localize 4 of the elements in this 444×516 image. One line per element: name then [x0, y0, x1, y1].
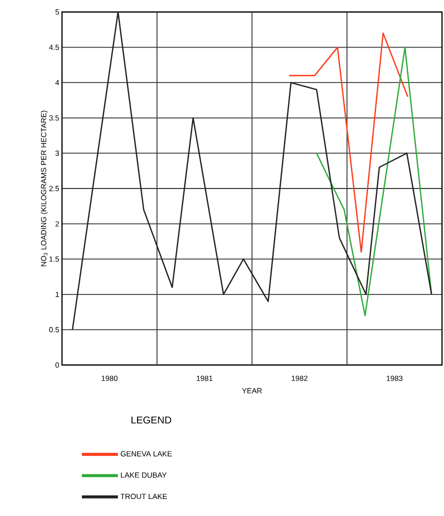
line-series — [316, 46, 432, 316]
line-series — [288, 32, 408, 253]
legend-title: LEGEND — [132, 416, 172, 424]
line-series — [72, 11, 432, 330]
